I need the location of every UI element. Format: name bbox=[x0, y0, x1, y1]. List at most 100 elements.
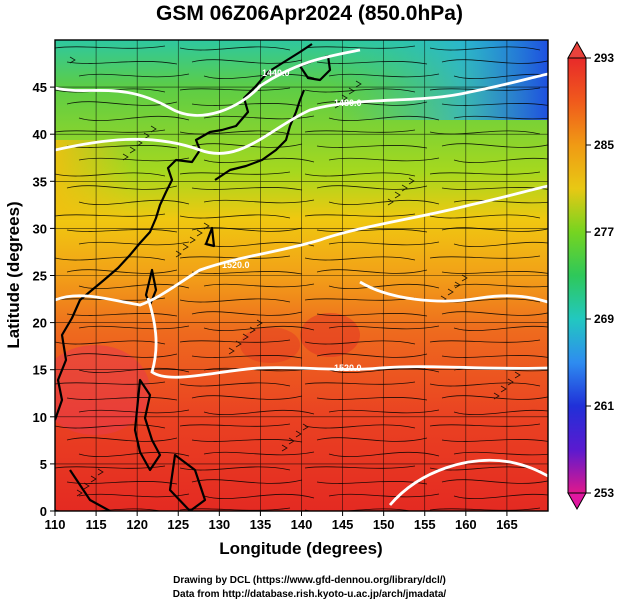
colorbar-tick-label: 277 bbox=[594, 225, 614, 239]
streamline bbox=[78, 493, 548, 499]
streamline bbox=[55, 171, 541, 177]
y-tick-label: 45 bbox=[33, 80, 47, 95]
streamline bbox=[66, 227, 548, 233]
streamline-arrow bbox=[175, 250, 182, 258]
streamline bbox=[78, 367, 548, 373]
contour-label: 1440.0 bbox=[262, 68, 290, 78]
streamline-arrow bbox=[493, 392, 500, 400]
colorbar-tick-label: 293 bbox=[594, 51, 614, 65]
streamline bbox=[55, 255, 541, 261]
streamline-arrow bbox=[302, 423, 309, 431]
streamline-arrow bbox=[454, 281, 461, 289]
x-axis-label: Longitude (degrees) bbox=[219, 539, 382, 558]
streamline bbox=[66, 101, 548, 107]
streamline bbox=[78, 199, 548, 205]
colorbar-tick-label: 269 bbox=[594, 312, 614, 326]
y-tick-label: 5 bbox=[40, 457, 47, 472]
streamline-arrow bbox=[514, 371, 521, 379]
streamline-arrow bbox=[461, 274, 468, 282]
streamline-arrow bbox=[69, 56, 76, 64]
streamline bbox=[78, 241, 548, 247]
x-tick-label: 160 bbox=[455, 517, 477, 532]
streamline bbox=[55, 129, 541, 135]
streamline-arrow bbox=[408, 177, 415, 185]
contour-label: 1480.0 bbox=[334, 98, 362, 108]
y-tick-label: 20 bbox=[33, 316, 47, 331]
x-tick-label: 155 bbox=[414, 517, 436, 532]
streamline-arrow bbox=[136, 139, 143, 147]
colorbar-scale bbox=[567, 57, 587, 494]
y-axis-label: Latitude (degrees) bbox=[4, 201, 23, 348]
streamline bbox=[66, 437, 548, 443]
streamline-arrow bbox=[288, 437, 295, 445]
streamline-arrow bbox=[348, 87, 355, 95]
x-tick-label: 130 bbox=[208, 517, 230, 532]
streamline bbox=[55, 423, 541, 429]
contour-label: 1520.0 bbox=[334, 363, 362, 373]
streamline bbox=[78, 283, 548, 289]
streamline-arrow bbox=[228, 347, 235, 355]
x-tick-label: 115 bbox=[86, 517, 107, 532]
streamline-arrow bbox=[196, 229, 203, 237]
streamline-arrow bbox=[203, 222, 210, 230]
streamline bbox=[55, 381, 541, 387]
y-axis: 0 5 10 15 20 25 30 35 40 45 bbox=[33, 80, 55, 519]
streamline bbox=[66, 311, 548, 317]
streamline bbox=[66, 353, 548, 359]
streamline bbox=[66, 143, 548, 149]
x-tick-label: 125 bbox=[167, 517, 189, 532]
temperature-field bbox=[55, 40, 548, 511]
streamline-arrow bbox=[500, 385, 507, 393]
streamline bbox=[78, 409, 548, 415]
streamline-arrow bbox=[401, 184, 408, 192]
y-tick-label: 15 bbox=[33, 363, 47, 378]
streamline bbox=[78, 451, 548, 457]
streamline bbox=[55, 339, 541, 345]
streamline-arrow bbox=[83, 482, 90, 490]
streamline bbox=[66, 395, 548, 401]
streamline-arrow bbox=[143, 132, 150, 140]
streamline-arrow bbox=[90, 475, 97, 483]
streamline-arrow bbox=[235, 340, 242, 348]
streamline bbox=[78, 325, 548, 331]
x-axis: 110 115 120 125 130 135 140 145 150 155 160 165 bbox=[45, 511, 518, 532]
streamline-arrow bbox=[122, 153, 129, 161]
streamline bbox=[55, 465, 541, 471]
streamline-arrow bbox=[394, 191, 401, 199]
streamline-arrow bbox=[242, 333, 249, 341]
y-tick-label: 25 bbox=[33, 269, 47, 284]
streamline-arrow bbox=[281, 444, 288, 452]
colorbar: 293 285 277 269 261 253 bbox=[567, 40, 614, 511]
streamline-arrow bbox=[387, 198, 394, 206]
streamline bbox=[78, 73, 548, 79]
streamline-arrow bbox=[182, 243, 189, 251]
streamline bbox=[55, 507, 541, 511]
streamline-arrow bbox=[447, 288, 454, 296]
x-tick-label: 150 bbox=[373, 517, 395, 532]
streamline-arrow bbox=[507, 378, 514, 386]
colorbar-min-arrow bbox=[567, 492, 587, 511]
map-title: GSM 06Z06Apr2024 (850.0hPa) bbox=[156, 2, 463, 25]
credit-drawing: Drawing by DCL (https://www.gfd-dennou.o… bbox=[173, 575, 446, 586]
streamline-arrow bbox=[341, 94, 348, 102]
streamline-arrow bbox=[355, 80, 362, 88]
contour-label: 1520.0 bbox=[222, 260, 250, 270]
streamline-arrow bbox=[189, 236, 196, 244]
x-tick-label: 165 bbox=[496, 517, 518, 532]
streamline bbox=[66, 479, 548, 485]
streamline bbox=[66, 59, 548, 65]
x-tick-label: 110 bbox=[45, 517, 66, 532]
y-tick-label: 35 bbox=[33, 174, 47, 189]
streamline bbox=[78, 157, 548, 163]
colorbar-max-arrow bbox=[567, 40, 587, 59]
streamline bbox=[55, 45, 541, 51]
colorbar-tick-label: 253 bbox=[594, 486, 614, 500]
streamline-arrow bbox=[129, 146, 136, 154]
y-tick-label: 30 bbox=[33, 221, 47, 236]
streamline-arrow bbox=[97, 468, 104, 476]
streamline-arrow bbox=[256, 319, 263, 327]
streamline-arrow bbox=[150, 125, 157, 133]
streamline bbox=[66, 185, 548, 191]
credit-data: Data from http://database.rish.kyoto-u.a… bbox=[172, 589, 447, 600]
